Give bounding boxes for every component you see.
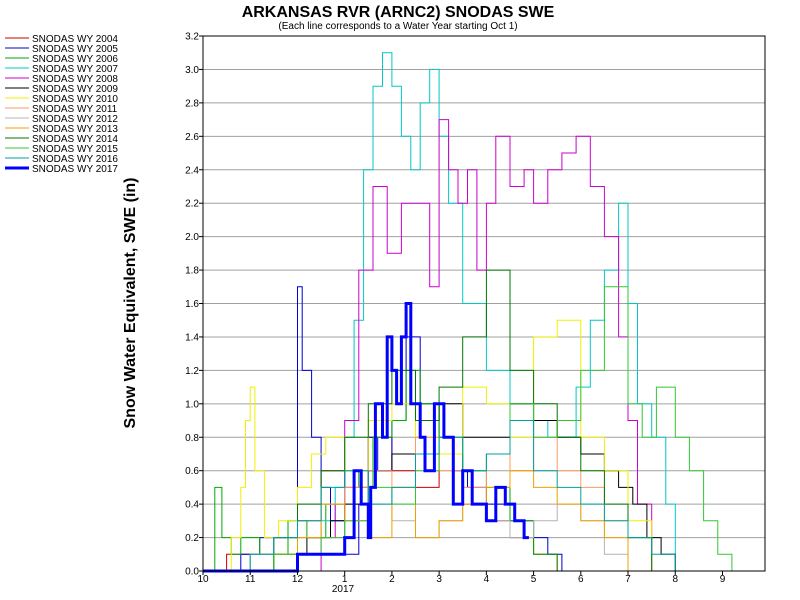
y-tick-label: 2.4 [185, 165, 199, 176]
y-tick-label: 2.2 [185, 199, 199, 210]
y-tick-label: 1.4 [185, 332, 199, 343]
legend-label: SNODAS WY 2010 [32, 94, 118, 105]
legend-label: SNODAS WY 2006 [32, 54, 118, 65]
y-tick-label: 3.2 [185, 32, 199, 43]
y-axis-label: Snow Water Equivalent, SWE (in) [122, 178, 139, 429]
x-tick-label: 6 [578, 574, 584, 585]
x-tick-label: 5 [531, 574, 537, 585]
x-tick-label: 7 [625, 574, 631, 585]
x-tick-label: 3 [436, 574, 442, 585]
series-line-snodas-wy-2016 [203, 420, 765, 572]
legend-label: SNODAS WY 2004 [32, 34, 118, 45]
legend-label: SNODAS WY 2017 [32, 164, 118, 175]
x-tick-label: 8 [672, 574, 678, 585]
legend-label: SNODAS WY 2015 [32, 144, 118, 155]
legend-label: SNODAS WY 2005 [32, 44, 118, 55]
y-tick-label: 2.8 [185, 98, 199, 109]
series-line-snodas-wy-2015 [203, 286, 765, 572]
series-line-snodas-wy-2014 [203, 269, 765, 572]
legend-label: SNODAS WY 2007 [32, 64, 118, 75]
x-tick-label: 12 [292, 574, 304, 585]
legend-label: SNODAS WY 2013 [32, 124, 118, 135]
y-tick-label: 1.8 [185, 266, 199, 277]
x-tick-label: 2 [389, 574, 395, 585]
legend-label: SNODAS WY 2014 [32, 134, 118, 145]
x-tick-label: 4 [484, 574, 490, 585]
y-tick-label: 2.6 [185, 132, 199, 143]
series-line-snodas-wy-2017 [203, 302, 529, 573]
series-line-snodas-wy-2010 [203, 319, 765, 572]
y-ticks: 0.0 0.2 0.4 0.6 0.8 1.0 1.2 1.4 1.6 1.8 2.0 2.2 2.4 2… [185, 32, 203, 578]
y-tick-label: 0.6 [185, 466, 199, 477]
chart-subtitle: (Each line corresponds to a Water Year s… [278, 21, 517, 32]
x-tick-label: 1 [342, 574, 348, 585]
series-line-snodas-wy-2005 [203, 286, 765, 572]
x-tick-label: 11 [245, 574, 256, 585]
y-tick-label: 0.8 [185, 433, 199, 444]
y-tick-label: 3.0 [185, 65, 199, 76]
chart-title: ARKANSAS RVR (ARNC2) SNODAS SWE [242, 4, 555, 21]
y-tick-label: 0.2 [185, 533, 199, 544]
legend-label: SNODAS WY 2009 [32, 84, 118, 95]
plot-lines [203, 52, 765, 573]
y-tick-label: 2.0 [185, 232, 199, 243]
legend-label: SNODAS WY 2008 [32, 74, 118, 85]
y-tick-label: 1.0 [185, 399, 199, 410]
x-tick-label: 10 [197, 574, 209, 585]
x-ticks: 10 11 12 1 2 3 4 5 6 7 8 9 [197, 571, 726, 585]
y-tick-label: 0.0 [185, 567, 199, 578]
legend-label: SNODAS WY 2011 [32, 104, 118, 115]
y-tick-label: 1.6 [185, 299, 199, 310]
legend-label: SNODAS WY 2012 [32, 114, 118, 125]
x-tick-label: 9 [720, 574, 726, 585]
y-tick-label: 0.4 [185, 500, 199, 511]
x-year-label: 2017 [332, 584, 355, 595]
legend-label: SNODAS WY 2016 [32, 154, 118, 165]
series-line-snodas-wy-2007 [203, 52, 765, 572]
y-tick-label: 1.2 [185, 366, 199, 377]
